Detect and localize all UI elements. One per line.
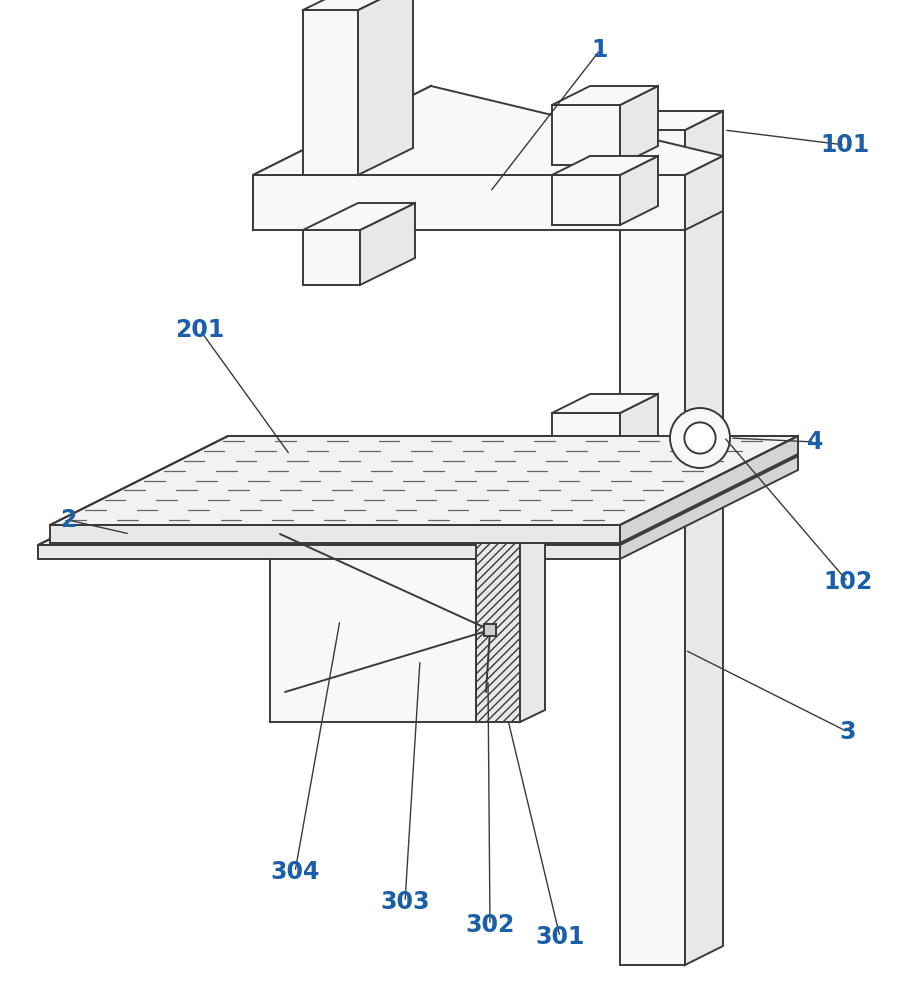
- Text: 2: 2: [60, 508, 76, 532]
- Polygon shape: [620, 86, 658, 165]
- Polygon shape: [685, 156, 723, 230]
- Polygon shape: [50, 525, 620, 543]
- Polygon shape: [38, 545, 620, 559]
- Polygon shape: [620, 456, 798, 559]
- Text: 1: 1: [592, 38, 608, 62]
- Polygon shape: [620, 436, 798, 543]
- Polygon shape: [38, 456, 798, 545]
- Circle shape: [684, 422, 716, 454]
- Polygon shape: [620, 156, 658, 225]
- Text: 3: 3: [840, 720, 857, 744]
- Polygon shape: [620, 130, 685, 965]
- Polygon shape: [620, 394, 658, 465]
- Polygon shape: [552, 156, 658, 175]
- Polygon shape: [520, 512, 545, 722]
- Polygon shape: [476, 512, 545, 524]
- Polygon shape: [253, 86, 431, 230]
- Text: 301: 301: [535, 925, 585, 949]
- Text: 303: 303: [380, 890, 430, 914]
- Polygon shape: [360, 203, 415, 285]
- Text: 101: 101: [821, 133, 869, 157]
- Polygon shape: [358, 0, 413, 175]
- Polygon shape: [303, 203, 415, 230]
- Polygon shape: [476, 504, 516, 722]
- Text: 201: 201: [175, 318, 225, 342]
- Polygon shape: [303, 10, 358, 175]
- Polygon shape: [270, 504, 516, 524]
- Text: 304: 304: [270, 860, 320, 884]
- Text: 302: 302: [465, 913, 515, 937]
- Polygon shape: [253, 86, 723, 175]
- Polygon shape: [552, 175, 620, 225]
- Polygon shape: [552, 105, 620, 165]
- Polygon shape: [303, 0, 413, 10]
- Polygon shape: [253, 175, 685, 230]
- Polygon shape: [303, 230, 360, 285]
- Polygon shape: [50, 436, 798, 525]
- Polygon shape: [552, 86, 658, 105]
- Text: 102: 102: [823, 570, 872, 594]
- Polygon shape: [270, 524, 476, 722]
- Circle shape: [670, 408, 730, 468]
- Polygon shape: [484, 624, 496, 636]
- Polygon shape: [552, 394, 658, 413]
- Polygon shape: [552, 413, 620, 465]
- Text: 4: 4: [807, 430, 823, 454]
- Polygon shape: [685, 111, 723, 965]
- Polygon shape: [476, 524, 520, 722]
- Polygon shape: [620, 111, 723, 130]
